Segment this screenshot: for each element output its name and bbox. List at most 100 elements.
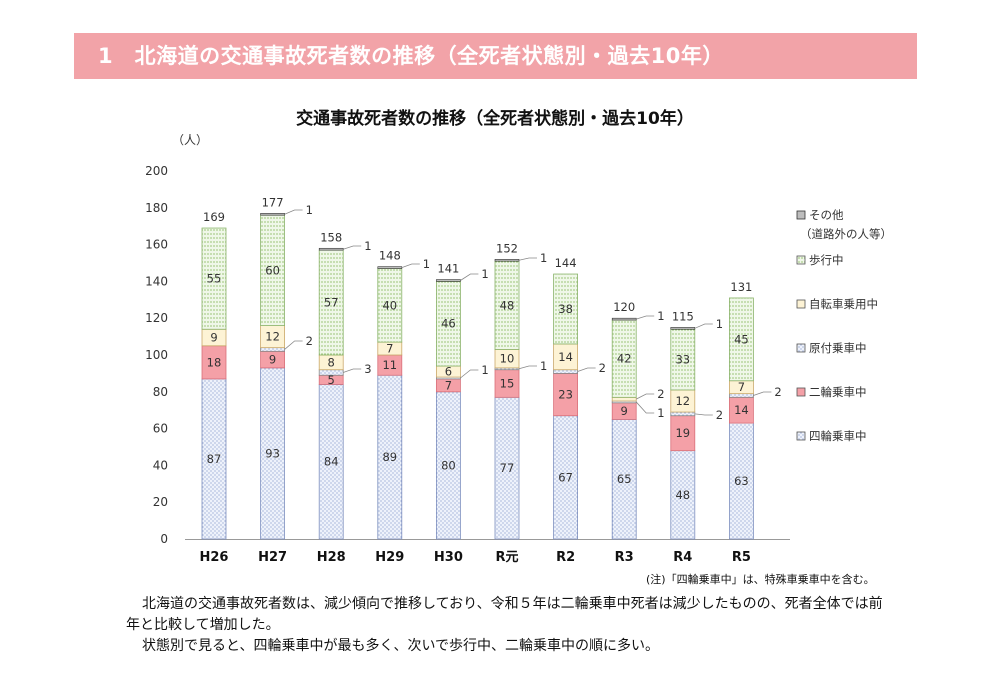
data-label: 48 (500, 298, 515, 312)
callout-label: 2 (774, 385, 781, 399)
x-tick-label: H28 (317, 550, 346, 565)
bar-segment (201, 227, 227, 330)
bar-segment (553, 369, 578, 374)
data-label: 6 (445, 365, 452, 379)
legend-swatch (796, 299, 806, 309)
data-label: 57 (324, 296, 339, 310)
data-label: 77 (500, 461, 515, 475)
data-label: 65 (617, 472, 632, 486)
x-tick-label: H27 (258, 550, 287, 565)
bar-segment (611, 396, 637, 402)
total-label: 120 (613, 300, 635, 314)
legend-label: 原付乗車中 (809, 341, 867, 355)
body-paragraph-1: 北海道の交通事故死者数は、減少傾向で推移しており、令和５年は二輪乗車中死者は減少… (126, 596, 883, 633)
callout-label: 1 (364, 239, 371, 253)
data-label: 18 (207, 355, 222, 369)
callout-label: 1 (657, 406, 664, 420)
callout-label: 2 (716, 408, 723, 422)
total-label: 152 (496, 241, 518, 255)
legend-label: 歩行中 (809, 253, 844, 267)
data-label: 5 (328, 373, 335, 387)
data-label: 9 (210, 331, 217, 345)
x-tick-label: R4 (673, 550, 692, 565)
legend-swatch (796, 343, 806, 353)
data-label: 7 (445, 378, 452, 392)
callout-label: 1 (423, 257, 430, 271)
y-axis-label: （人） (172, 133, 208, 147)
data-label: 48 (675, 488, 690, 502)
data-label: 19 (675, 426, 690, 440)
bar-segment (435, 280, 461, 367)
bar-segment (494, 260, 520, 350)
callout-label: 1 (657, 309, 664, 323)
bar-segment (318, 384, 344, 540)
legend-label: （道路外の人等） (800, 227, 892, 241)
callout-leader-line (577, 367, 596, 372)
data-label: 7 (386, 342, 393, 356)
data-label: 14 (734, 403, 749, 417)
data-label: 84 (324, 455, 339, 469)
body-text: 北海道の交通事故死者数は、減少傾向で推移しており、令和５年は二輪乗車中死者は減少… (126, 594, 886, 657)
bar-segment (260, 367, 286, 540)
y-tick-label: 140 (145, 274, 168, 288)
x-tick-label: H29 (375, 550, 404, 565)
y-tick-label: 60 (153, 422, 168, 436)
y-tick-label: 200 (145, 164, 168, 178)
bar-segment (611, 319, 637, 398)
y-tick-label: 0 (160, 532, 168, 546)
callout-label: 1 (540, 359, 547, 373)
callout-label: 1 (481, 267, 488, 281)
y-tick-label: 20 (153, 495, 168, 509)
bar-segment (260, 347, 286, 352)
total-label: 169 (203, 210, 225, 224)
total-label: 115 (672, 309, 694, 323)
y-tick-label: 40 (153, 458, 168, 472)
y-tick-label: 160 (145, 238, 168, 252)
bar-segment (260, 214, 286, 326)
callout-leader-line (284, 340, 303, 350)
data-label: 46 (441, 317, 456, 331)
bar-segment (260, 213, 285, 216)
callout-label: 3 (364, 362, 371, 376)
bar-segment (494, 369, 520, 398)
callout-leader-line (518, 257, 537, 261)
data-label: 7 (738, 380, 745, 394)
data-label: 23 (558, 388, 573, 402)
data-label: 9 (621, 404, 628, 418)
legend-label: 自転車乗用中 (809, 297, 878, 311)
x-tick-label: R元 (495, 550, 518, 565)
bar-segment (729, 422, 754, 540)
legend-swatch (796, 431, 806, 441)
x-tick-label: R3 (615, 550, 634, 565)
callout-leader-line (636, 315, 655, 320)
callout-leader-line (518, 365, 537, 370)
callout-leader-line (753, 391, 772, 396)
callout-label: 1 (306, 203, 313, 217)
bar-segment (318, 247, 344, 251)
callout-leader-line (694, 323, 713, 329)
callout-label: 1 (716, 317, 723, 331)
bar-segment (670, 328, 696, 391)
bar-segment (611, 317, 637, 321)
total-label: 141 (437, 262, 459, 276)
callout-label: 2 (306, 334, 313, 348)
data-label: 93 (265, 446, 280, 460)
x-tick-label: R5 (732, 550, 751, 565)
callout-leader-line (401, 263, 420, 268)
section-title: 1 北海道の交通事故死者数の推移（全死者状態別・過去10年） (98, 44, 724, 68)
data-label: 38 (558, 302, 573, 316)
data-label: 42 (617, 352, 632, 366)
callout-label: 1 (481, 363, 488, 377)
data-label: 12 (675, 394, 690, 408)
legend-label: 四輪乗車中 (809, 429, 867, 443)
total-label: 177 (262, 195, 284, 209)
legend-label: その他 (809, 208, 844, 222)
bar-segment (318, 249, 344, 356)
y-tick-label: 180 (145, 201, 168, 215)
data-label: 11 (382, 358, 397, 372)
callout-leader-line (460, 369, 479, 379)
x-tick-label: H26 (200, 550, 229, 565)
callout-leader-line (343, 245, 362, 250)
data-label: 80 (441, 458, 456, 472)
